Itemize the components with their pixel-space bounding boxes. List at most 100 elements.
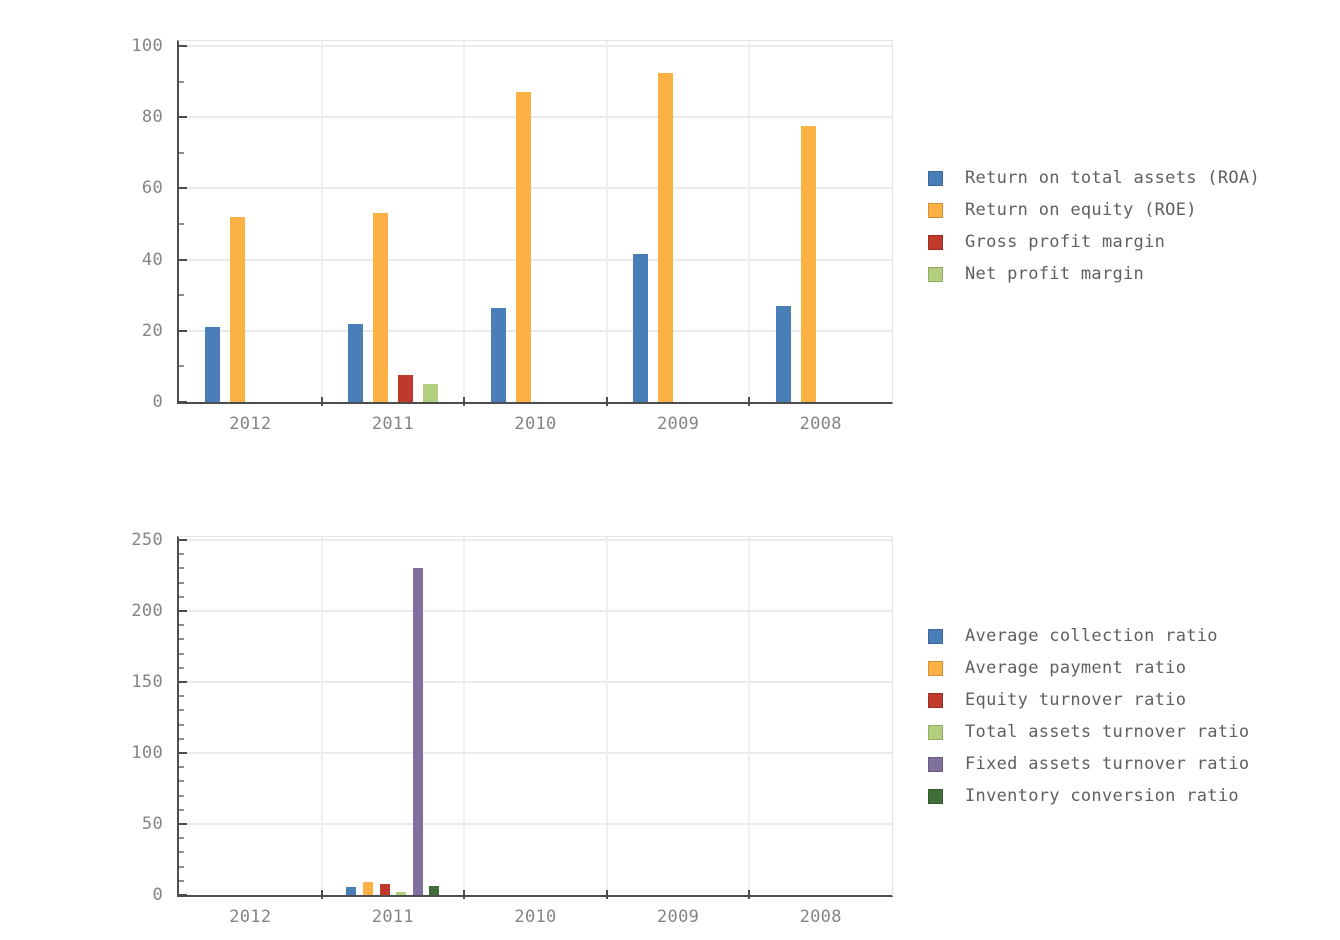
x-tick-label-2009: 2009 bbox=[657, 414, 700, 434]
bar-2011-return-on-total-assets-roa- bbox=[347, 323, 363, 402]
gridline-y-100 bbox=[179, 752, 892, 754]
x-tick-label-2010: 2010 bbox=[514, 414, 557, 434]
y-minor-tick-230 bbox=[179, 567, 184, 570]
x-tick-1 bbox=[320, 397, 323, 406]
legend-swatch-icon bbox=[928, 660, 943, 676]
y-tick-label-150: 150 bbox=[131, 672, 163, 692]
y-major-tick-60 bbox=[179, 187, 187, 190]
y-minor-tick-50 bbox=[179, 222, 184, 225]
gridline-x-2 bbox=[463, 41, 466, 402]
y-minor-tick-210 bbox=[179, 595, 184, 598]
y-tick-label-100: 100 bbox=[131, 35, 163, 56]
y-major-tick-100 bbox=[179, 752, 187, 754]
legend-row: Average collection ratio bbox=[928, 620, 1249, 652]
bar-2011-average-collection-ratio bbox=[346, 887, 357, 895]
legend-label: Equity turnover ratio bbox=[965, 690, 1187, 710]
legend-row: Net profit margin bbox=[928, 258, 1260, 290]
y-minor-tick-110 bbox=[179, 737, 184, 740]
y-major-tick-250 bbox=[179, 539, 187, 541]
y-minor-tick-190 bbox=[179, 624, 184, 627]
legend-row: Gross profit margin bbox=[928, 226, 1260, 258]
gridline-y-60 bbox=[179, 187, 892, 190]
legend-swatch-icon bbox=[928, 628, 943, 644]
x-tick-4 bbox=[748, 890, 751, 899]
y-minor-tick-160 bbox=[179, 666, 184, 669]
legend-swatch-icon bbox=[928, 170, 943, 186]
y-major-tick-0 bbox=[179, 894, 187, 896]
y-tick-label-80: 80 bbox=[141, 107, 163, 128]
legend-swatch-icon bbox=[928, 692, 943, 708]
x-tick-label-2009: 2009 bbox=[657, 907, 700, 927]
bar-2008-return-on-equity-roe- bbox=[800, 126, 816, 402]
gridline-x-4 bbox=[748, 537, 751, 895]
x-tick-3 bbox=[605, 890, 608, 899]
legend-profitability: Return on total assets (ROA) Return on eq… bbox=[928, 162, 1260, 290]
y-minor-tick-40 bbox=[179, 837, 184, 840]
gridline-y-100 bbox=[179, 44, 892, 47]
legend-label: Inventory conversion ratio bbox=[965, 786, 1239, 806]
bar-2011-fixed-assets-turnover-ratio bbox=[412, 568, 423, 895]
legend-row: Inventory conversion ratio bbox=[928, 780, 1249, 812]
bar-2011-return-on-equity-roe- bbox=[372, 213, 388, 402]
bar-2010-return-on-equity-roe- bbox=[515, 92, 531, 402]
x-tick-4 bbox=[748, 397, 751, 406]
y-minor-tick-30 bbox=[179, 851, 184, 854]
legend-label: Gross profit margin bbox=[965, 232, 1166, 252]
y-minor-tick-80 bbox=[179, 780, 184, 783]
bar-2011-average-payment-ratio bbox=[363, 882, 373, 895]
legend-label: Fixed assets turnover ratio bbox=[965, 754, 1250, 774]
y-major-tick-40 bbox=[179, 258, 187, 261]
legend-label: Average collection ratio bbox=[965, 626, 1218, 646]
legend-row: Equity turnover ratio bbox=[928, 684, 1249, 716]
gridline-y-200 bbox=[179, 610, 892, 612]
gridline-x-3 bbox=[605, 537, 608, 895]
gridline-y-150 bbox=[179, 681, 892, 683]
bar-2011-net-profit-margin bbox=[422, 384, 438, 402]
gridline-y-50 bbox=[179, 823, 892, 825]
y-minor-tick-130 bbox=[179, 709, 184, 712]
bar-2008-return-on-total-assets-roa- bbox=[775, 305, 791, 402]
y-major-tick-0 bbox=[179, 401, 187, 403]
x-tick-3 bbox=[605, 397, 608, 406]
gridline-y-40 bbox=[179, 258, 892, 261]
legend-row: Fixed assets turnover ratio bbox=[928, 748, 1249, 780]
y-major-tick-200 bbox=[179, 610, 187, 612]
y-minor-tick-120 bbox=[179, 723, 184, 726]
legend-swatch-icon bbox=[928, 724, 943, 740]
y-minor-tick-220 bbox=[179, 581, 184, 584]
y-minor-tick-90 bbox=[179, 80, 184, 83]
y-major-tick-80 bbox=[179, 116, 187, 119]
plot-area-profitability bbox=[177, 40, 893, 406]
y-tick-label-250: 250 bbox=[131, 530, 163, 550]
plot-area-turnover bbox=[177, 536, 893, 899]
legend-swatch-icon bbox=[928, 202, 943, 218]
legend-swatch-icon bbox=[928, 756, 943, 772]
gridline-x-2 bbox=[463, 537, 466, 895]
y-tick-label-20: 20 bbox=[141, 320, 163, 341]
x-tick-label-2012: 2012 bbox=[229, 907, 272, 927]
y-minor-tick-10 bbox=[179, 879, 184, 882]
legend-swatch-icon bbox=[928, 266, 943, 282]
y-major-tick-20 bbox=[179, 329, 187, 332]
y-minor-tick-20 bbox=[179, 865, 184, 868]
y-tick-label-100: 100 bbox=[131, 743, 163, 763]
x-tick-label-2008: 2008 bbox=[799, 907, 842, 927]
gridline-x-3 bbox=[605, 41, 608, 402]
gridline-y-20 bbox=[179, 329, 892, 332]
y-minor-tick-70 bbox=[179, 151, 184, 154]
y-minor-tick-180 bbox=[179, 638, 184, 641]
bar-2011-gross-profit-margin bbox=[397, 375, 413, 402]
legend-swatch-icon bbox=[928, 788, 943, 804]
legend-label: Average payment ratio bbox=[965, 658, 1187, 678]
y-tick-label-0: 0 bbox=[152, 392, 163, 412]
legend-label: Total assets turnover ratio bbox=[965, 722, 1250, 742]
legend-row: Return on total assets (ROA) bbox=[928, 162, 1260, 194]
x-tick-1 bbox=[320, 890, 323, 899]
legend-swatch-icon bbox=[928, 234, 943, 250]
bar-2012-return-on-equity-roe- bbox=[230, 216, 246, 402]
y-tick-label-60: 60 bbox=[141, 178, 163, 199]
gridline-y-80 bbox=[179, 116, 892, 119]
y-tick-label-0: 0 bbox=[152, 885, 163, 905]
x-tick-label-2010: 2010 bbox=[514, 907, 557, 927]
